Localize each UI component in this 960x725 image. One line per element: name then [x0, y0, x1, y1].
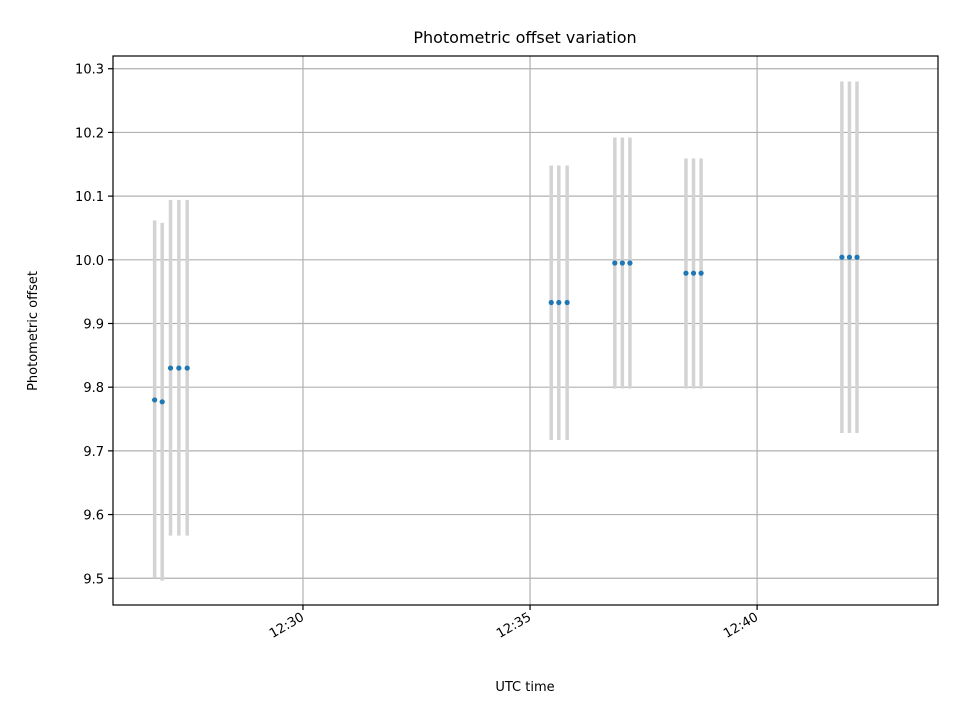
data-point: [619, 260, 625, 266]
grid: [113, 56, 938, 605]
data-point: [564, 299, 570, 306]
data-point: [839, 254, 845, 260]
y-tick-label: 9.9: [83, 317, 104, 332]
x-axis-label: UTC time: [495, 680, 554, 695]
data-point: [152, 397, 158, 403]
data-point: [627, 260, 633, 266]
data-point: [167, 365, 174, 371]
y-axis-ticks: 9.5 9.6 9.7 9.8 9.9 10.0 10.1 10.2 10.3: [75, 63, 113, 587]
data-point: [612, 260, 618, 266]
data-point: [698, 270, 704, 276]
data-point: [159, 399, 165, 405]
y-tick-label: 10.1: [75, 190, 104, 205]
data-point: [184, 365, 190, 371]
data-point: [176, 365, 182, 371]
y-tick-label: 9.6: [83, 509, 104, 524]
data-point: [683, 270, 689, 276]
y-tick-label: 9.8: [83, 381, 104, 396]
data-point: [690, 270, 697, 276]
y-tick-label: 9.7: [83, 445, 104, 460]
y-tick-label: 10.0: [75, 254, 104, 269]
y-tick-label: 10.3: [75, 63, 104, 78]
chart-title: Photometric offset variation: [413, 28, 636, 47]
data-point: [548, 299, 554, 306]
y-axis-label: Photometric offset: [26, 271, 41, 391]
data-point: [846, 254, 853, 260]
data-point: [854, 254, 860, 260]
data-points: [152, 254, 860, 405]
y-tick-label: 10.2: [75, 126, 104, 141]
data-point: [556, 299, 562, 306]
y-tick-label: 9.5: [83, 572, 104, 587]
plot-area-frame: [112, 55, 939, 606]
